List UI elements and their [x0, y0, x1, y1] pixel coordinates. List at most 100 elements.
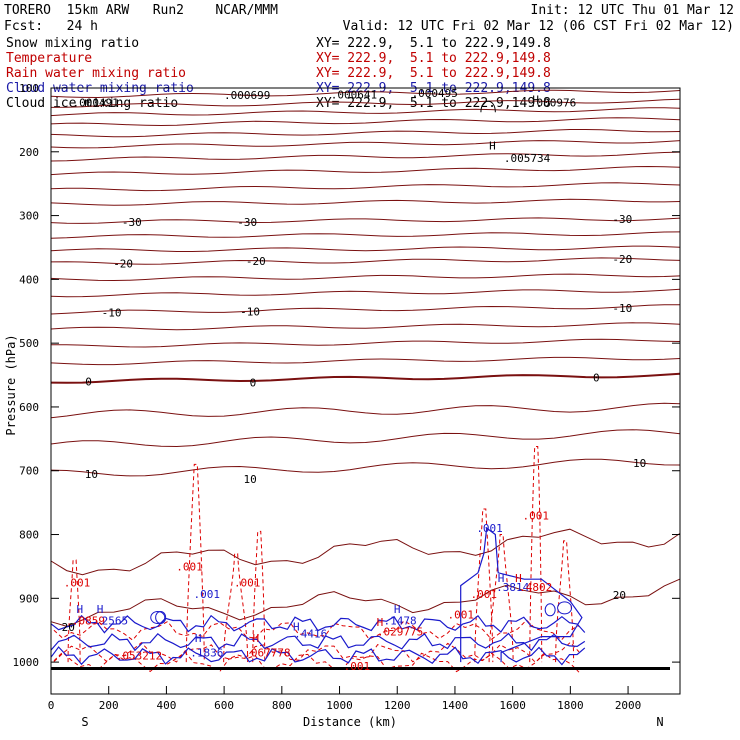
temperature-contour — [50, 129, 681, 138]
value-label: .000641 — [331, 88, 377, 101]
y-tick-label: 1000 — [13, 656, 40, 669]
y-tick-label: 600 — [19, 401, 39, 414]
value-label: .001 — [176, 560, 203, 573]
y-tick-label: 100 — [19, 82, 39, 95]
high-marker: H — [253, 632, 260, 645]
temperature-contour — [50, 458, 681, 477]
x-tick-label: 1200 — [384, 699, 411, 712]
temperature-label: 10 — [243, 473, 256, 486]
temperature-contour — [50, 140, 681, 149]
temperature-contour — [50, 372, 681, 384]
value-label: .005734 — [504, 152, 551, 165]
temperature-contour — [50, 182, 681, 192]
x-tick-label: 400 — [156, 699, 176, 712]
value-label: .1836 — [190, 647, 223, 660]
value-label: .000491 — [73, 97, 119, 110]
rain-band — [53, 619, 580, 641]
init-time: Init: 12 UTC Thu 01 Mar 12 — [530, 3, 735, 18]
y-tick-label: 800 — [19, 529, 39, 542]
value-label: .000976 — [530, 97, 576, 110]
temperature-contour — [50, 89, 681, 99]
high-marker: H — [97, 603, 104, 616]
high-marker: H — [498, 572, 505, 585]
cloud-water-ring — [544, 603, 556, 617]
value-label: .001 — [194, 588, 221, 601]
high-marker: H — [377, 616, 384, 629]
model-title: TORERO 15km ARW Run2 NCAR/MMM — [4, 3, 278, 18]
temperature-contour — [50, 338, 681, 348]
temperature-label: 0 — [85, 375, 92, 388]
plot-frame — [50, 87, 681, 695]
value-label: .1478 — [384, 615, 417, 628]
plot-border — [50, 87, 681, 695]
y-axis-label: Pressure (hPa) — [4, 334, 18, 435]
temperature-contour — [50, 231, 681, 239]
value-label: .2565 — [95, 615, 128, 628]
x-tick-label: 200 — [99, 699, 119, 712]
value-label: .001 — [64, 576, 91, 589]
temperature-contour — [50, 356, 681, 366]
value-label: .001 — [471, 588, 498, 601]
value-label: .001 — [344, 660, 371, 673]
temperature-contours — [50, 89, 681, 627]
cloud-water-contour — [50, 646, 586, 666]
temperature-contour — [50, 429, 681, 448]
temperature-contour — [50, 165, 681, 176]
north-label: N — [656, 715, 663, 729]
y-tick-label: 900 — [19, 592, 39, 605]
legend-cloud-ice-xy: XY= 222.9, 5.1 to 222.9,149.8 — [316, 96, 551, 111]
cloud-water-contours — [50, 100, 586, 666]
y-tick-label: 200 — [19, 146, 39, 159]
temperature-contour — [50, 578, 681, 627]
temperature-contour — [50, 217, 681, 224]
forecast-hour: Fcst: 24 h — [4, 19, 98, 34]
legend-temperature: Temperature — [6, 51, 93, 66]
temperature-label: -10 — [612, 302, 632, 315]
temperature-label: -30 — [237, 216, 257, 229]
y-tick-label: 400 — [19, 273, 39, 286]
rain-column — [488, 534, 514, 663]
temperature-label: 10 — [85, 468, 98, 481]
x-tick-label: 800 — [272, 699, 292, 712]
temperature-label: -20 — [612, 253, 632, 266]
high-marker: H — [532, 93, 539, 106]
rain-column — [474, 508, 494, 663]
legend-snow: Snow mixing ratio — [6, 36, 140, 51]
legend-snow-xy: XY= 222.9, 5.1 to 222.9,149.8 — [316, 36, 551, 51]
high-marker: H — [515, 572, 522, 585]
high-marker: H — [489, 139, 496, 152]
value-label: .001 — [476, 522, 503, 535]
rain-column — [529, 445, 543, 663]
rain-column — [555, 540, 575, 663]
temperature-contour — [50, 257, 681, 265]
temperature-label: 0 — [593, 372, 600, 385]
temperature-label: -30 — [612, 213, 632, 226]
high-marker: H — [293, 620, 300, 633]
cloud-ice-contour — [480, 100, 496, 113]
value-label: .4416 — [294, 627, 327, 640]
temperature-contour — [50, 273, 681, 282]
y-tick-label: 500 — [19, 337, 39, 350]
value-label: .067778 — [244, 647, 290, 660]
rain-column — [223, 553, 249, 663]
contour-labels: -30 -30 -30 -20 -20 -20 -10 -10 -10 0 0 0 10 10 10 20 20… — [62, 87, 647, 673]
x-tick-label: 1400 — [442, 699, 469, 712]
value-label: .3814 — [496, 581, 529, 594]
rain-band — [53, 651, 580, 673]
value-label: .001 — [522, 509, 549, 522]
valid-time: Valid: 12 UTC Fri 02 Mar 12 (06 CST Fri … — [342, 19, 734, 34]
y-tick-label: 300 — [19, 210, 39, 223]
high-marker: H — [195, 632, 202, 645]
high-marker: H — [77, 603, 84, 616]
cloud-water-ring — [155, 610, 167, 624]
temperature-contour — [50, 117, 681, 127]
temperature-label: -20 — [113, 257, 133, 270]
y-tick-label: 700 — [19, 465, 39, 478]
legend-temperature-xy: XY= 222.9, 5.1 to 222.9,149.8 — [316, 51, 551, 66]
temperature-contour — [50, 304, 680, 315]
high-marker: H — [394, 603, 401, 616]
x-tick-label: 600 — [214, 699, 234, 712]
x-axis-label: Distance (km) — [303, 715, 397, 729]
